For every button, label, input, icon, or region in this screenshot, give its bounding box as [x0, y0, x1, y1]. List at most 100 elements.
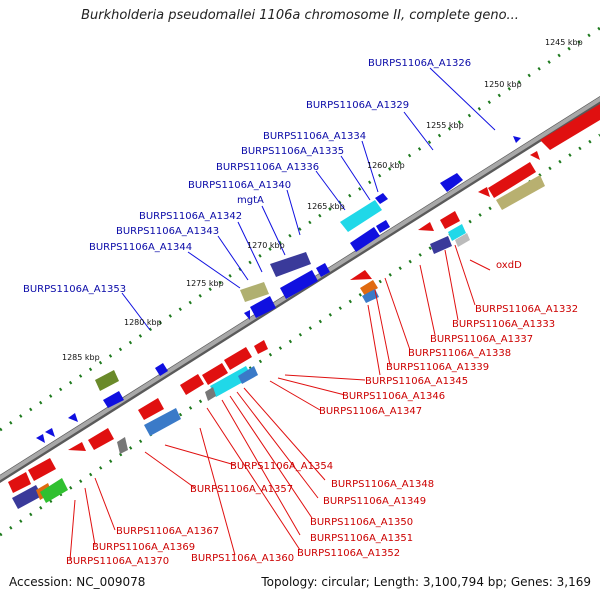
gene-label[interactable]: BURPS1106A_A1335 [241, 146, 344, 157]
forward-gene[interactable] [240, 282, 269, 302]
reverse-leader-lines [69, 244, 491, 561]
reverse-gene[interactable] [88, 428, 114, 450]
forward-gene[interactable] [375, 193, 388, 204]
forward-gene[interactable] [513, 136, 521, 143]
forward-gene[interactable] [340, 200, 382, 232]
forward-genes [36, 136, 521, 443]
forward-gene[interactable] [155, 363, 168, 376]
reverse-gene[interactable] [138, 398, 164, 420]
gene-label[interactable]: BURPS1106A_A1347 [319, 406, 422, 417]
page-title: Burkholderia pseudomallei 1106a chromoso… [81, 8, 519, 23]
gene-label[interactable]: BURPS1106A_A1326 [368, 58, 471, 69]
forward-gene[interactable] [36, 434, 45, 443]
gene-label[interactable]: BURPS1106A_A1334 [263, 131, 366, 142]
reverse-gene[interactable] [540, 104, 600, 150]
gene-label[interactable]: BURPS1106A_A1346 [342, 391, 445, 402]
forward-gene[interactable] [350, 227, 380, 252]
reverse-gene[interactable] [360, 280, 378, 296]
reverse-gene[interactable] [12, 485, 42, 509]
reverse-gene[interactable] [68, 442, 86, 451]
reverse-gene[interactable] [430, 236, 452, 254]
gene-label[interactable]: BURPS1106A_A1336 [216, 162, 319, 173]
forward-gene[interactable] [316, 263, 330, 277]
gene-label[interactable]: BURPS1106A_A1343 [116, 226, 219, 237]
gene-label[interactable]: BURPS1106A_A1352 [297, 548, 400, 559]
gene-label[interactable]: BURPS1106A_A1337 [430, 334, 533, 345]
reverse-gene[interactable] [418, 222, 434, 231]
forward-gene[interactable] [376, 220, 390, 233]
gene-label[interactable]: BURPS1106A_A1370 [66, 556, 169, 567]
reverse-gene[interactable] [144, 408, 181, 436]
gene-label[interactable]: BURPS1106A_A1353 [23, 284, 126, 295]
outer-ruler-dots [0, 26, 600, 432]
gene-label[interactable]: oxdD [496, 260, 522, 271]
forward-gene-labels: BURPS1106A_A1326 BURPS1106A_A1329 BURPS1… [23, 58, 471, 295]
forward-gene[interactable] [45, 428, 55, 437]
gene-label[interactable]: BURPS1106A_A1342 [139, 211, 242, 222]
reverse-gene[interactable] [202, 363, 228, 385]
reverse-gene[interactable] [478, 187, 490, 197]
gene-label[interactable]: BURPS1106A_A1348 [331, 479, 434, 490]
gene-label[interactable]: BURPS1106A_A1344 [89, 242, 192, 253]
kbp-ticks: 1245 kbp 1250 kbp 1255 kbp 1260 kbp 1265… [62, 38, 583, 362]
forward-gene[interactable] [250, 296, 276, 318]
reverse-gene[interactable] [40, 478, 68, 503]
reverse-gene[interactable] [254, 340, 268, 354]
kbp-tick-label: 1260 kbp [367, 161, 405, 170]
kbp-tick-label: 1275 kbp [186, 279, 224, 288]
forward-gene[interactable] [270, 252, 311, 277]
reverse-gene[interactable] [180, 374, 204, 395]
kbp-tick-label: 1265 kbp [307, 202, 345, 211]
reverse-gene[interactable] [530, 151, 540, 160]
reverse-gene[interactable] [117, 437, 128, 454]
reverse-gene[interactable] [362, 289, 379, 303]
gene-label[interactable]: BURPS1106A_A1350 [310, 517, 413, 528]
reverse-gene[interactable] [210, 366, 252, 397]
gene-label[interactable]: BURPS1106A_A1345 [365, 376, 468, 387]
reverse-gene[interactable] [238, 366, 258, 384]
gene-label[interactable]: BURPS1106A_A1332 [475, 304, 578, 315]
reverse-genes [8, 104, 600, 509]
reverse-gene[interactable] [440, 211, 460, 229]
gene-label[interactable]: mgtA [237, 195, 264, 206]
kbp-tick-label: 1250 kbp [484, 80, 522, 89]
gene-label[interactable]: BURPS1106A_A1340 [188, 180, 291, 191]
forward-leader-lines [121, 67, 496, 331]
forward-gene[interactable] [280, 270, 318, 299]
genome-summary-text: Topology: circular; Length: 3,100,794 bp… [261, 575, 591, 589]
gene-label[interactable]: BURPS1106A_A1333 [452, 319, 555, 330]
gene-label[interactable]: BURPS1106A_A1354 [230, 461, 333, 472]
kbp-tick-label: 1270 kbp [247, 241, 285, 250]
forward-gene[interactable] [244, 310, 250, 320]
reverse-gene[interactable] [224, 347, 252, 370]
forward-gene[interactable] [440, 173, 463, 192]
kbp-tick-label: 1280 kbp [124, 318, 162, 327]
gene-label[interactable]: BURPS1106A_A1360 [191, 553, 294, 564]
reverse-gene[interactable] [8, 472, 31, 493]
reverse-gene[interactable] [455, 233, 470, 247]
gene-label[interactable]: BURPS1106A_A1369 [92, 542, 195, 553]
reverse-gene[interactable] [28, 458, 56, 481]
reverse-gene-labels: oxdD BURPS1106A_A1332 BURPS1106A_A1333 B… [66, 260, 578, 567]
gene-label[interactable]: BURPS1106A_A1349 [323, 496, 426, 507]
gene-label[interactable]: BURPS1106A_A1351 [310, 533, 413, 544]
forward-gene[interactable] [103, 391, 124, 408]
gene-label[interactable]: BURPS1106A_A1329 [306, 100, 409, 111]
reverse-gene[interactable] [448, 224, 466, 241]
gene-label[interactable]: BURPS1106A_A1338 [408, 348, 511, 359]
kbp-tick-label: 1245 kbp [545, 38, 583, 47]
gene-label[interactable]: BURPS1106A_A1357 [190, 484, 293, 495]
reverse-gene[interactable] [205, 387, 216, 401]
kbp-tick-label: 1285 kbp [62, 353, 100, 362]
reverse-gene[interactable] [488, 162, 536, 198]
gene-label[interactable]: BURPS1106A_A1367 [116, 526, 219, 537]
reverse-gene[interactable] [350, 270, 372, 280]
reverse-gene[interactable] [496, 175, 545, 210]
accession-text: Accession: NC_009078 [9, 575, 146, 589]
forward-gene[interactable] [68, 413, 78, 422]
gene-label[interactable]: BURPS1106A_A1339 [386, 362, 489, 373]
kbp-tick-label: 1255 kbp [426, 121, 464, 130]
forward-gene[interactable] [95, 370, 119, 391]
